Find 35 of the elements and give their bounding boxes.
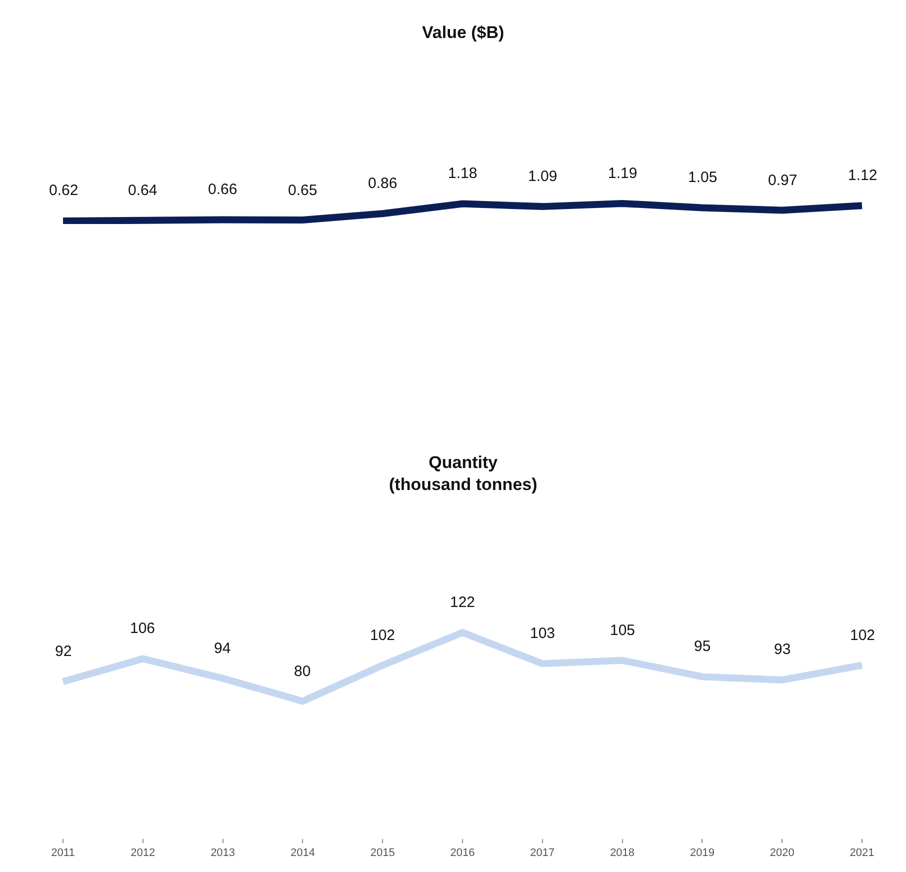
x-tick-label: 2021	[850, 847, 874, 860]
x-tick-label: 2017	[530, 847, 555, 860]
x-tick-label: 2019	[690, 847, 714, 860]
data-label: 1.09	[528, 168, 558, 185]
data-label: 105	[610, 622, 636, 639]
chart-title: Quantity (thousand tonnes)	[389, 453, 538, 494]
x-tick-label: 2020	[770, 847, 794, 860]
data-label: 95	[694, 638, 711, 655]
data-label: 93	[774, 641, 791, 658]
x-tick-label: 2014	[290, 847, 315, 860]
data-label: 102	[850, 627, 876, 644]
x-tick-label: 2012	[130, 847, 156, 860]
x-tick-label: 2015	[370, 847, 395, 860]
data-label: 0.62	[49, 182, 78, 199]
x-tick-label: 2011	[51, 847, 75, 860]
x-tick-label: 2013	[210, 847, 236, 860]
data-label: 94	[214, 640, 231, 657]
data-label: 92	[55, 643, 72, 660]
data-label: 80	[294, 663, 311, 680]
data-label: 1.18	[448, 165, 478, 182]
x-tick-label: 2016	[450, 847, 475, 860]
data-label: 106	[130, 620, 156, 637]
data-label: 122	[450, 594, 476, 611]
data-label: 0.64	[128, 182, 158, 199]
data-label: 1.19	[608, 165, 638, 182]
data-label: 0.65	[288, 182, 318, 199]
data-label: 1.12	[848, 167, 878, 184]
chart-title: Value ($B)	[422, 23, 504, 42]
data-label: 0.86	[368, 175, 398, 192]
data-label: 102	[370, 627, 396, 644]
data-label: 0.66	[208, 181, 238, 198]
data-label: 0.97	[768, 172, 798, 189]
x-tick-label: 2018	[610, 847, 635, 860]
data-label: 1.05	[688, 169, 718, 186]
data-label: 103	[530, 625, 556, 642]
